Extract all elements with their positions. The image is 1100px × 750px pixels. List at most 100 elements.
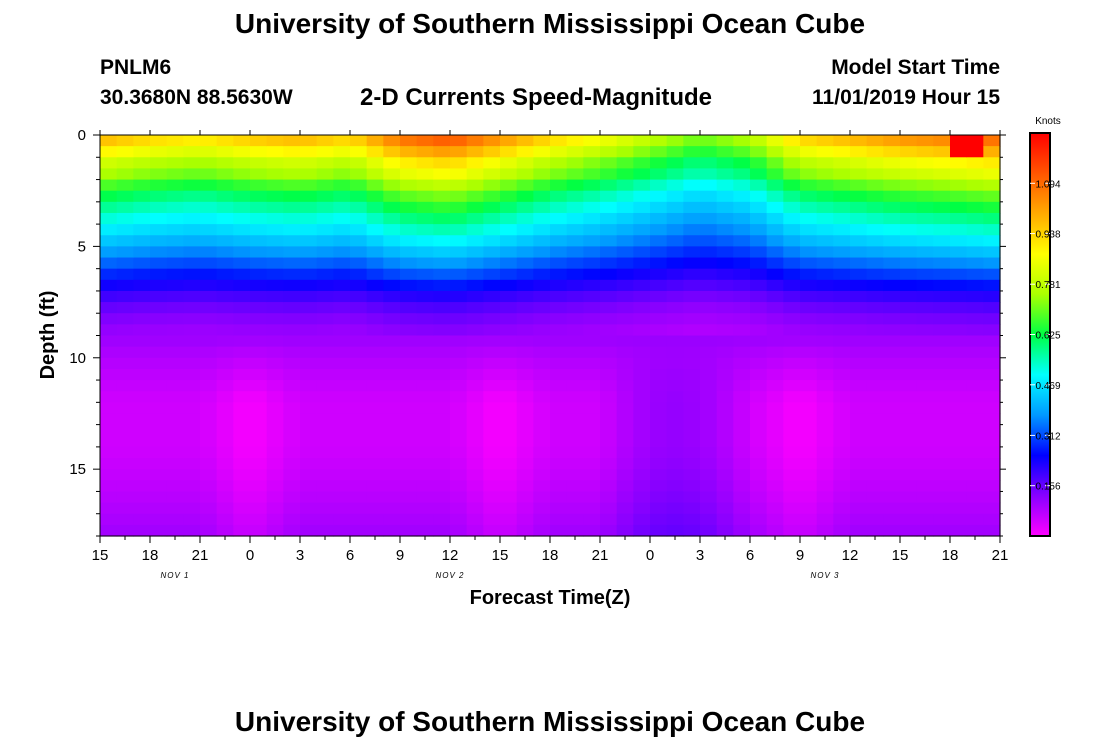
heatmap-cell xyxy=(183,313,201,325)
heatmap-cell xyxy=(950,201,968,214)
heatmap-cell xyxy=(633,190,651,203)
heatmap-cell xyxy=(866,135,884,147)
heatmap-cell xyxy=(616,190,634,203)
heatmap-cell xyxy=(333,424,351,437)
heatmap-cell xyxy=(866,157,884,170)
heatmap-cell xyxy=(350,168,368,181)
heatmap-cell xyxy=(833,357,851,370)
heatmap-cell xyxy=(583,368,601,381)
heatmap-cell xyxy=(150,324,168,337)
heatmap-cell xyxy=(366,313,384,325)
heatmap-cell xyxy=(550,135,568,147)
heatmap-cell xyxy=(400,146,418,158)
heatmap-cell xyxy=(583,391,601,403)
heatmap-cell xyxy=(700,268,718,281)
heatmap-cell xyxy=(616,324,634,337)
heatmap-cell xyxy=(966,446,984,459)
heatmap-cell xyxy=(366,302,384,314)
heatmap-cell xyxy=(750,201,768,214)
heatmap-cell xyxy=(733,413,751,426)
heatmap-cell xyxy=(533,491,551,504)
heatmap-cell xyxy=(333,268,351,281)
heatmap-cell xyxy=(116,480,134,493)
heatmap-cell xyxy=(383,313,401,325)
heatmap-cell xyxy=(650,268,668,281)
heatmap-cell xyxy=(750,480,768,493)
heatmap-cell xyxy=(550,391,568,403)
heatmap-cell xyxy=(633,302,651,314)
heatmap-cell xyxy=(983,302,1001,314)
heatmap-cell xyxy=(966,480,984,493)
heatmap-cell xyxy=(933,335,951,348)
heatmap-cell xyxy=(250,480,268,493)
heatmap-cell xyxy=(400,246,418,259)
heatmap-cell xyxy=(166,324,184,337)
heatmap-cell xyxy=(666,458,684,470)
heatmap-cell xyxy=(166,279,184,292)
heatmap-cell xyxy=(850,513,868,526)
heatmap-cell xyxy=(466,469,484,481)
heatmap-cell xyxy=(166,357,184,370)
heatmap-cell xyxy=(950,268,968,281)
heatmap-cell xyxy=(750,268,768,281)
heatmap-cell xyxy=(766,135,784,147)
heatmap-cell xyxy=(266,469,284,481)
heatmap-cell xyxy=(733,146,751,158)
heatmap-cell xyxy=(316,346,334,359)
heatmap-cell xyxy=(200,491,218,504)
heatmap-cell xyxy=(100,335,118,348)
heatmap-cell xyxy=(650,368,668,381)
heatmap-cell xyxy=(483,480,501,493)
heatmap-cell xyxy=(716,458,734,470)
heatmap-cell xyxy=(666,402,684,415)
heatmap-cell xyxy=(450,224,468,236)
heatmap-cell xyxy=(766,380,784,392)
heatmap-cell xyxy=(683,302,701,314)
heatmap-cell xyxy=(316,201,334,214)
heatmap-cell xyxy=(150,391,168,403)
heatmap-cell xyxy=(666,224,684,236)
heatmap-cell xyxy=(183,413,201,426)
heatmap-cell xyxy=(850,524,868,537)
heatmap-cell xyxy=(233,402,251,415)
heatmap-cell xyxy=(750,224,768,236)
heatmap-cell xyxy=(550,435,568,448)
heatmap-cell xyxy=(366,435,384,448)
heatmap-cell xyxy=(633,435,651,448)
heatmap-cell xyxy=(966,357,984,370)
heatmap-cell xyxy=(650,279,668,292)
heatmap-cell xyxy=(450,201,468,214)
heatmap-cell xyxy=(433,368,451,381)
heatmap-cell xyxy=(383,224,401,236)
heatmap-cell xyxy=(183,402,201,415)
heatmap-cell xyxy=(383,524,401,537)
heatmap-cell xyxy=(483,446,501,459)
heatmap-cell xyxy=(500,201,518,214)
heatmap-cell xyxy=(766,268,784,281)
heatmap-cell xyxy=(700,346,718,359)
heatmap-cell xyxy=(583,224,601,236)
heatmap-cell xyxy=(283,313,301,325)
heatmap-cell xyxy=(350,391,368,403)
heatmap-cell xyxy=(883,246,901,259)
heatmap-cell xyxy=(400,513,418,526)
heatmap-cell xyxy=(633,290,651,303)
heatmap-cell xyxy=(916,513,934,526)
heatmap-cell xyxy=(716,435,734,448)
heatmap-cell xyxy=(733,480,751,493)
colorbar-tick-label: 0.312 xyxy=(1035,431,1060,442)
heatmap-cell xyxy=(583,190,601,203)
heatmap-cell xyxy=(633,168,651,181)
heatmap-cell xyxy=(733,402,751,415)
heatmap-cell xyxy=(566,246,584,259)
heatmap-cell xyxy=(933,357,951,370)
heatmap-cell xyxy=(366,368,384,381)
heatmap-cell xyxy=(650,435,668,448)
heatmap-cell xyxy=(600,257,618,270)
heatmap-cell xyxy=(900,435,918,448)
heatmap-cell xyxy=(700,313,718,325)
heatmap-cell xyxy=(983,524,1001,537)
heatmap-cell xyxy=(216,491,234,504)
heatmap-cell xyxy=(550,146,568,158)
heatmap-cell xyxy=(200,201,218,214)
